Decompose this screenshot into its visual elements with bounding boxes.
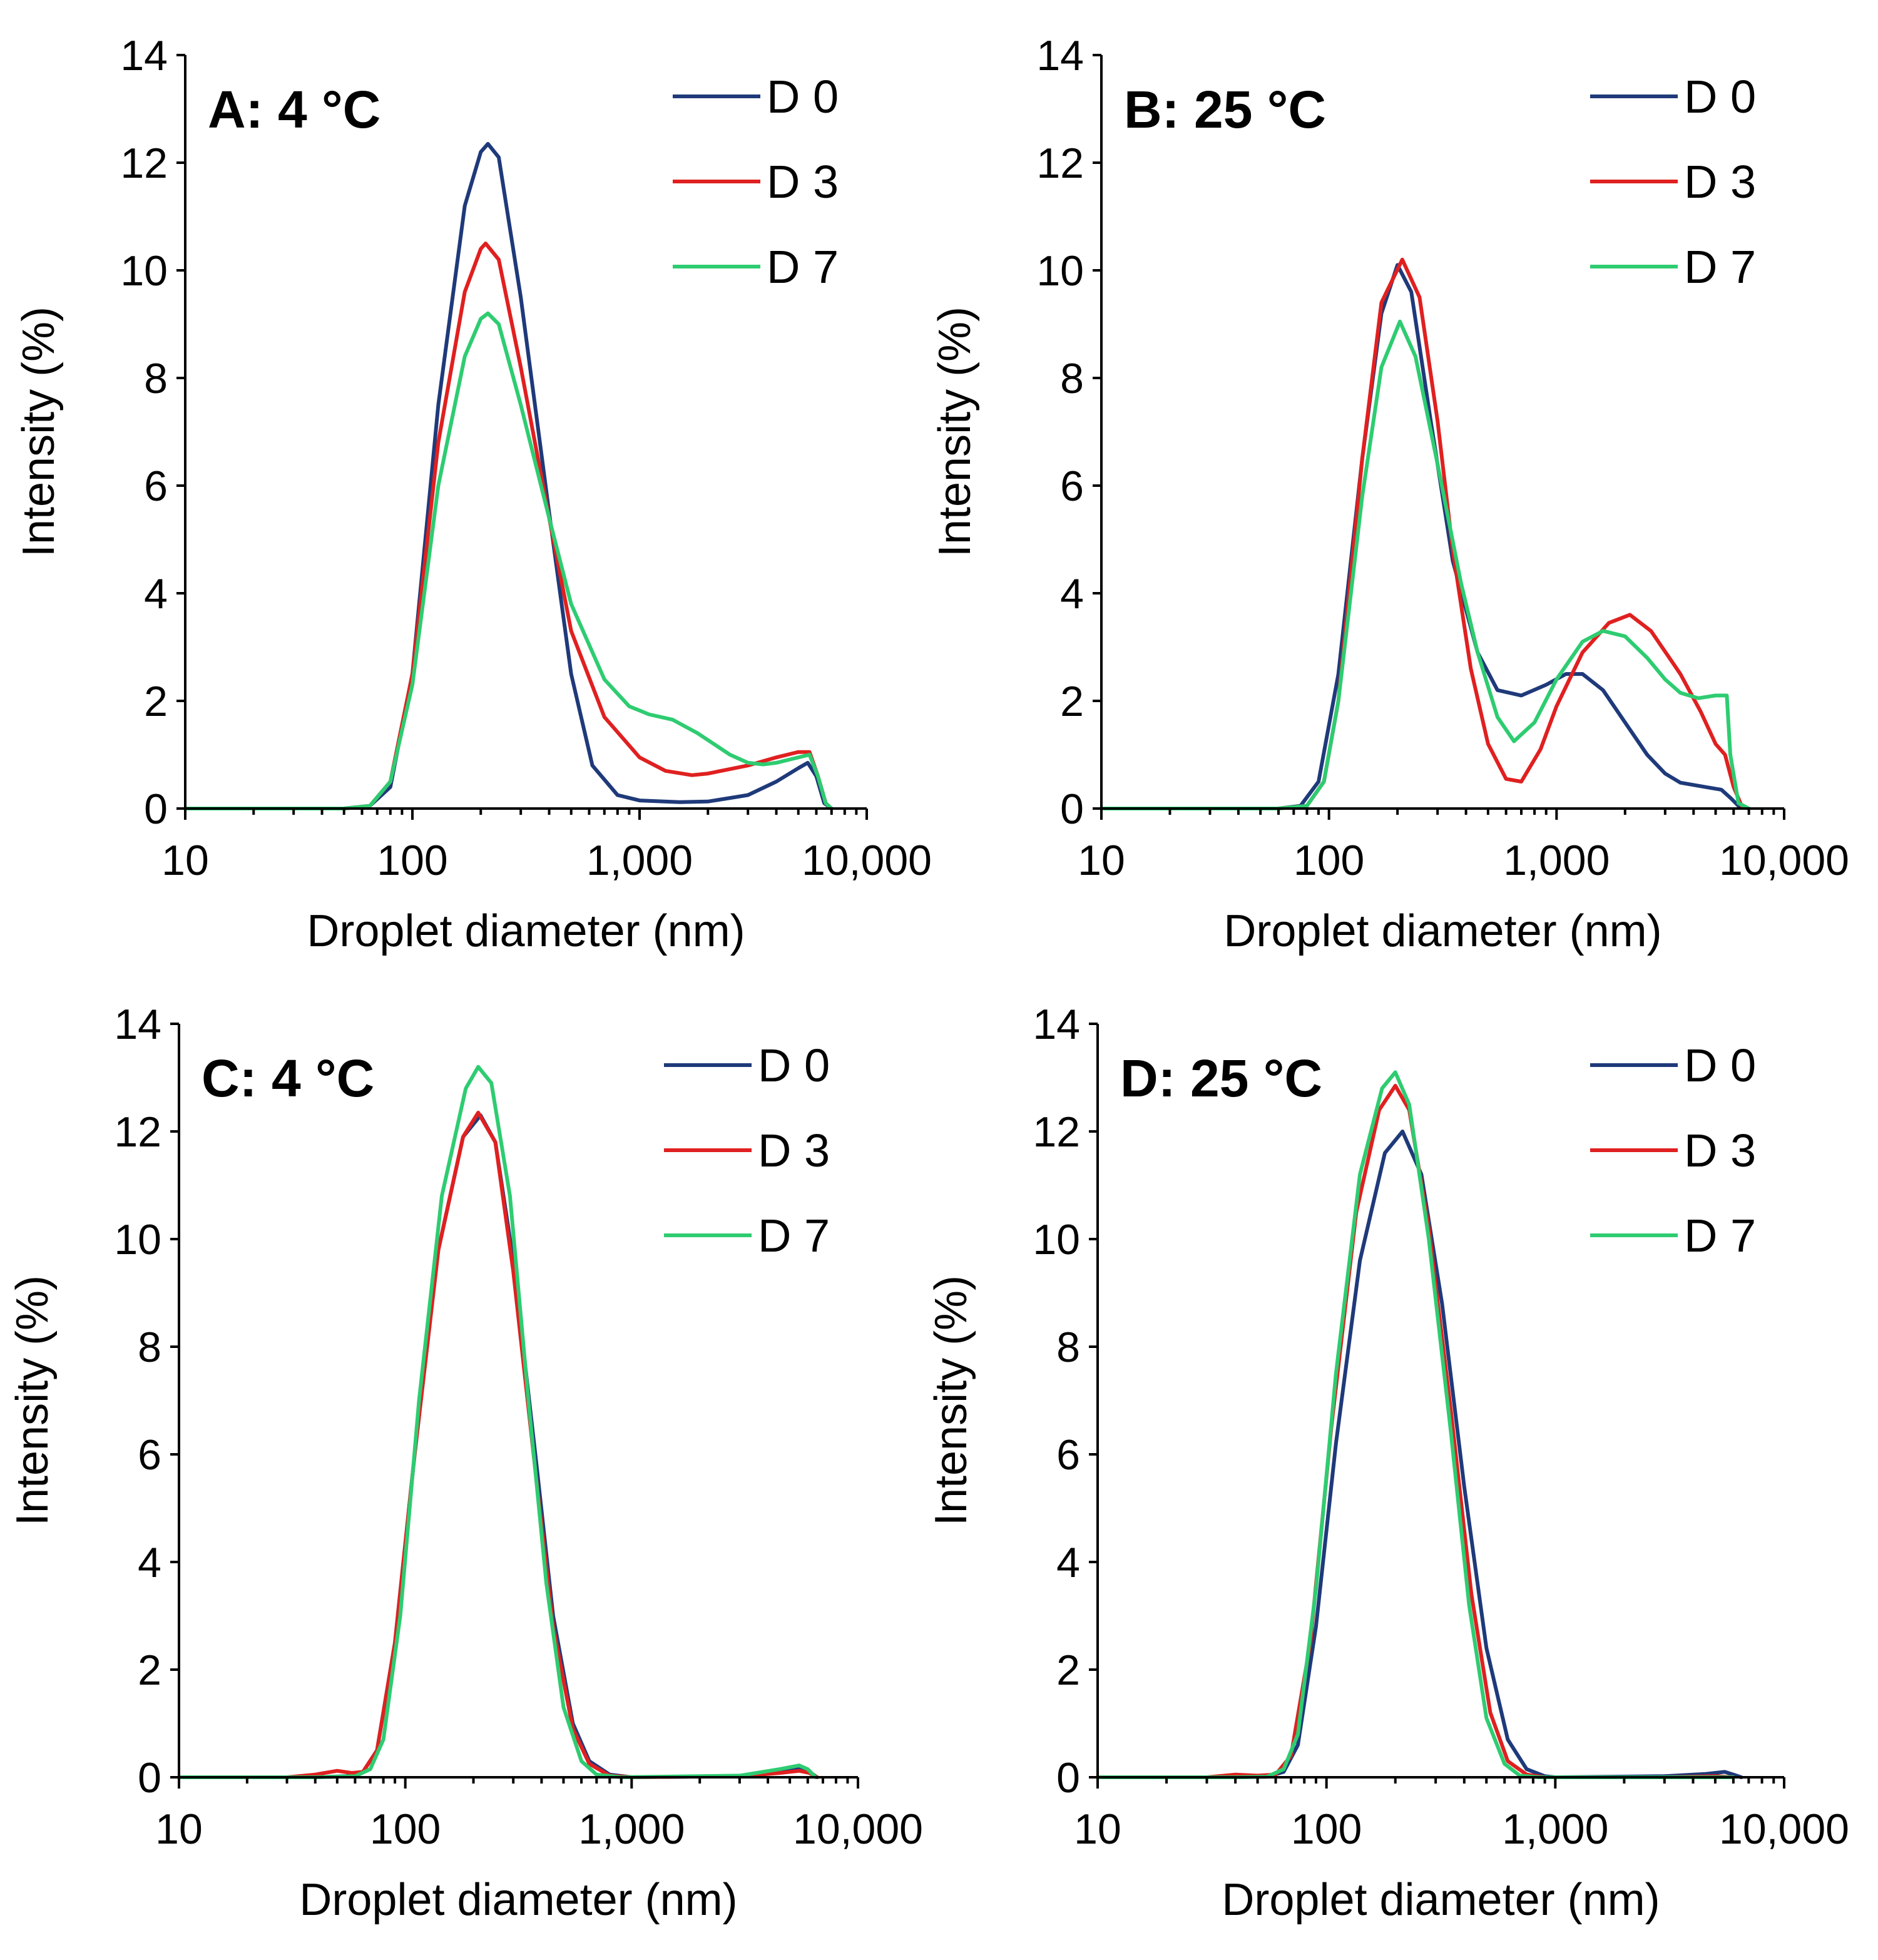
x-tick-label: 10	[1074, 1805, 1121, 1853]
y-tick-label: 2	[138, 1646, 161, 1694]
x-tick-label: 10,000	[1719, 837, 1849, 884]
chart-panel-d: 0 2 4 6 8 10 12 14 10 100 1,000 10,000 Droplet diame…	[926, 1001, 1849, 1925]
y-tick-label: 10	[1036, 247, 1084, 295]
panel-title: C: 4 °C	[202, 1049, 374, 1108]
y-tick-label: 8	[144, 355, 168, 402]
legend-label: D 3	[1684, 156, 1756, 208]
panel-title: B: 25 °C	[1124, 80, 1326, 139]
y-tick-label: 2	[1056, 1646, 1080, 1694]
y-tick-label: 4	[144, 570, 168, 618]
x-tick-label: 100	[1294, 837, 1364, 884]
y-tick-label: 14	[1036, 32, 1084, 79]
y-tick-label: 12	[120, 140, 168, 187]
x-tick-label: 100	[1291, 1805, 1362, 1853]
x-tick-label: 100	[377, 837, 447, 884]
y-tick-label: 8	[1060, 355, 1084, 402]
y-tick-label: 6	[144, 462, 168, 510]
x-tick-label: 1,000	[586, 837, 693, 884]
x-tick-label: 1,000	[578, 1805, 685, 1853]
legend: D 0 D 3 D 7	[673, 71, 839, 293]
x-tick-label: 10,000	[802, 837, 932, 884]
legend-label: D 3	[767, 156, 839, 208]
x-tick-label: 10	[161, 837, 209, 884]
panel-title: A: 4 °C	[208, 80, 380, 139]
legend-label: D 7	[1684, 1210, 1756, 1262]
y-tick-label: 6	[1056, 1431, 1080, 1479]
x-tick-label: 1,000	[1503, 837, 1610, 884]
y-tick-label: 6	[138, 1431, 161, 1479]
y-tick-label: 14	[114, 1001, 161, 1048]
y-tick-label: 0	[1056, 1754, 1080, 1802]
y-tick-label: 4	[138, 1539, 161, 1586]
y-tick-label: 2	[1060, 678, 1084, 725]
y-tick-label: 8	[1056, 1324, 1080, 1371]
x-axis-title: Droplet diameter (nm)	[1222, 1875, 1660, 1925]
panel-title: D: 25 °C	[1120, 1049, 1322, 1108]
legend-label: D 7	[758, 1210, 830, 1262]
y-axis-title: Intensity (%)	[926, 1275, 976, 1526]
y-tick-label: 0	[144, 785, 168, 833]
y-tick-label: 14	[1033, 1001, 1080, 1048]
legend: D 0 D 3 D 7	[1590, 1039, 1756, 1262]
x-tick-label: 10	[1078, 837, 1125, 884]
y-tick-label: 0	[138, 1754, 161, 1802]
legend: D 0 D 3 D 7	[1590, 71, 1756, 293]
series-line-d3	[1100, 257, 1751, 810]
legend-label: D 7	[1684, 241, 1756, 293]
series-line-d7	[1100, 319, 1751, 810]
legend-label: D 0	[1684, 71, 1756, 123]
y-tick-label: 14	[120, 32, 168, 79]
x-axis-title: Droplet diameter (nm)	[1223, 906, 1661, 956]
series-line-d7	[177, 1064, 818, 1779]
x-axis-title: Droplet diameter (nm)	[299, 1875, 737, 1925]
chart-panel-a: 0 2 4 6 8 10 12 14 10 100 1,000 10,000 Droplet diame…	[14, 32, 932, 956]
chart-panel-c: 0 2 4 6 8 10 12 14 10 100 1,000 10,000 Droplet diame…	[8, 1001, 923, 1925]
y-tick-label: 2	[144, 678, 168, 725]
legend-label: D 0	[758, 1039, 830, 1091]
y-axis-title: Intensity (%)	[8, 1275, 58, 1526]
legend-label: D 3	[1684, 1125, 1756, 1177]
x-tick-label: 10,000	[1719, 1805, 1849, 1853]
series-line-d7	[183, 311, 834, 810]
x-tick-label: 10	[155, 1805, 203, 1853]
y-tick-label: 8	[138, 1324, 161, 1371]
legend-label: D 3	[758, 1125, 830, 1177]
y-tick-label: 10	[1033, 1216, 1080, 1263]
x-tick-label: 100	[370, 1805, 441, 1853]
y-tick-label: 0	[1060, 785, 1084, 833]
legend-label: D 7	[767, 241, 839, 293]
chart-panel-b: 0 2 4 6 8 10 12 14 10 100 1,000 10,000 Droplet diame…	[930, 32, 1849, 956]
y-tick-label: 12	[1036, 140, 1084, 187]
y-tick-label: 6	[1060, 462, 1084, 510]
y-axis-title: Intensity (%)	[930, 307, 980, 557]
y-tick-label: 12	[114, 1108, 161, 1156]
y-tick-label: 12	[1033, 1108, 1080, 1156]
y-tick-label: 10	[114, 1216, 161, 1263]
x-axis-title: Droplet diameter (nm)	[307, 906, 745, 956]
y-tick-label: 4	[1060, 570, 1084, 618]
y-tick-label: 4	[1056, 1539, 1080, 1586]
y-axis-title: Intensity (%)	[14, 307, 64, 557]
legend-label: D 0	[1684, 1039, 1756, 1091]
legend: D 0 D 3 D 7	[664, 1039, 830, 1262]
legend-label: D 0	[767, 71, 839, 123]
x-tick-label: 10,000	[793, 1805, 923, 1853]
series-line-d7	[1096, 1070, 1735, 1779]
x-tick-label: 1,000	[1502, 1805, 1608, 1853]
y-tick-label: 10	[120, 247, 168, 295]
